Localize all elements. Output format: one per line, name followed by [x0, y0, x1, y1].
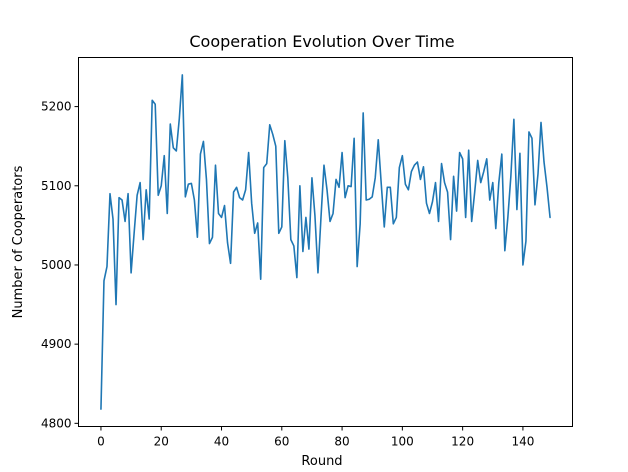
x-tick-label: 20: [154, 435, 169, 449]
x-tick-label: 0: [97, 435, 105, 449]
x-tick-label: 100: [391, 435, 414, 449]
plot-frame: [78, 57, 573, 427]
x-axis-label: Round: [301, 454, 342, 469]
x-axis-ticks: 0 20 40 60 80 100 120 140: [97, 426, 534, 449]
y-axis-ticks: 4800 4900 5000 5100 5200: [41, 100, 79, 430]
x-tick-label: 60: [274, 435, 289, 449]
y-tick-label: 5000: [41, 258, 72, 272]
x-tick-label: 140: [511, 435, 534, 449]
x-tick-label: 80: [334, 435, 349, 449]
chart-title: Cooperation Evolution Over Time: [189, 32, 454, 51]
y-tick-label: 5200: [41, 100, 72, 114]
series-line: [100, 74, 551, 410]
y-tick-label: 5100: [41, 179, 72, 193]
y-axis-label: Number of Cooperators: [11, 165, 26, 318]
x-tick-label: 40: [214, 435, 229, 449]
x-tick-label: 120: [451, 435, 474, 449]
y-tick-label: 4900: [41, 337, 72, 351]
y-tick-label: 4800: [41, 416, 72, 430]
